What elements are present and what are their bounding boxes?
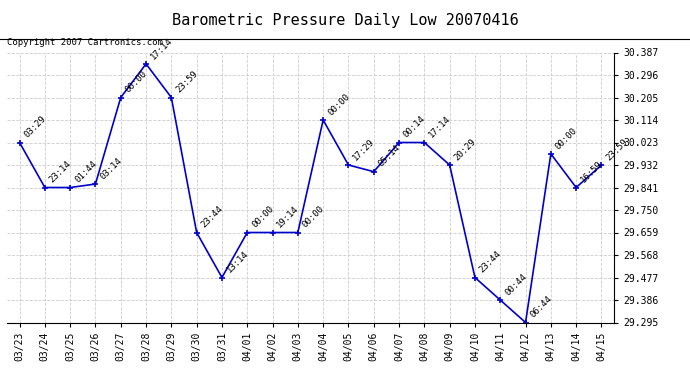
Text: 00:00: 00:00 xyxy=(326,92,351,117)
Text: Barometric Pressure Daily Low 20070416: Barometric Pressure Daily Low 20070416 xyxy=(172,13,518,28)
Text: 16:59: 16:59 xyxy=(579,159,604,185)
Text: 23:14: 23:14 xyxy=(48,159,73,185)
Text: 00:00: 00:00 xyxy=(124,69,149,95)
Text: 13:14: 13:14 xyxy=(225,249,250,275)
Text: 00:00: 00:00 xyxy=(250,204,275,230)
Text: 00:00: 00:00 xyxy=(301,204,326,230)
Text: 17:14: 17:14 xyxy=(427,114,453,140)
Text: 00:14: 00:14 xyxy=(402,114,427,140)
Text: 17:29: 17:29 xyxy=(351,137,377,162)
Text: 23:59: 23:59 xyxy=(174,69,199,95)
Text: 00:44: 00:44 xyxy=(503,272,529,297)
Text: 23:59: 23:59 xyxy=(604,137,629,162)
Text: 03:29: 03:29 xyxy=(22,114,48,140)
Text: 23:44: 23:44 xyxy=(477,249,503,275)
Text: 00:00: 00:00 xyxy=(553,126,579,151)
Text: 01:44: 01:44 xyxy=(73,159,98,185)
Text: 20:29: 20:29 xyxy=(453,137,477,162)
Text: 05:14: 05:14 xyxy=(377,144,402,169)
Text: 19:14: 19:14 xyxy=(275,204,301,230)
Text: 23:44: 23:44 xyxy=(199,204,225,230)
Text: 03:14: 03:14 xyxy=(98,156,124,181)
Text: 06:44: 06:44 xyxy=(529,294,553,320)
Text: 17:14: 17:14 xyxy=(149,36,174,61)
Text: Copyright 2007 Cartronics.com: Copyright 2007 Cartronics.com xyxy=(7,38,163,47)
